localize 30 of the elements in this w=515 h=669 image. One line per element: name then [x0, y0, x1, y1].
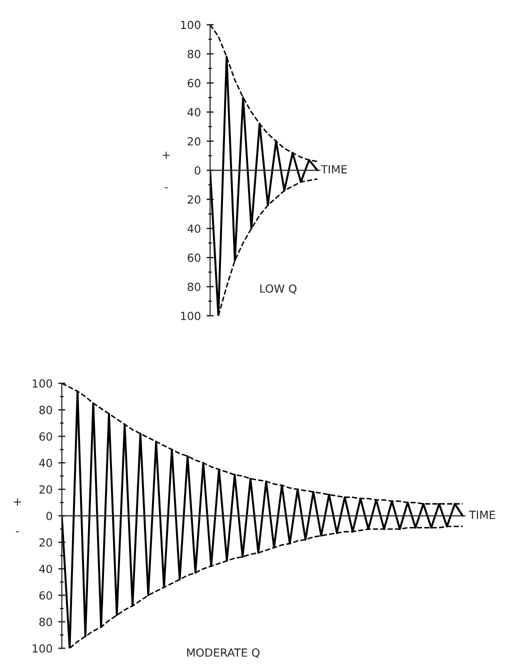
y-tick-label: 20	[39, 538, 52, 547]
y-tick-label: 80	[188, 282, 200, 292]
annotation: LOW Q	[260, 284, 296, 294]
y-tick-label: 80	[39, 618, 52, 626]
y-tick-label: 100	[32, 644, 52, 653]
text: -	[16, 531, 19, 532]
y-tick-label: 60	[188, 78, 200, 88]
y-tick-label: 20	[39, 485, 52, 494]
y-tick-label: 0	[194, 166, 200, 175]
y-tick-label: 60	[39, 591, 52, 600]
y-tick-label: 100	[32, 379, 52, 388]
x-axis-title: TIME	[469, 510, 496, 519]
y-tick-label: 20	[188, 195, 200, 204]
text: +	[162, 152, 170, 159]
y-tick-label: 40	[187, 108, 200, 116]
y-tick-label: 100	[181, 20, 200, 30]
text: -	[164, 187, 168, 188]
y-tick-label: 80	[39, 406, 52, 414]
y-tick-label: 40	[187, 224, 200, 233]
y-tick-label: 60	[39, 432, 52, 441]
y-tick-label: 40	[39, 564, 52, 574]
y-tick-label: 100	[181, 312, 200, 320]
y-tick-label: 20	[188, 137, 200, 146]
y-tick-label: 60	[188, 254, 200, 262]
text: MODERATE Q	[187, 648, 260, 658]
y-tick-label: 0	[46, 512, 52, 520]
y-tick-label: 40	[39, 458, 52, 468]
text: +	[14, 498, 21, 506]
x-axis-title: TIME	[320, 165, 347, 174]
y-tick-label: 80	[188, 50, 200, 58]
